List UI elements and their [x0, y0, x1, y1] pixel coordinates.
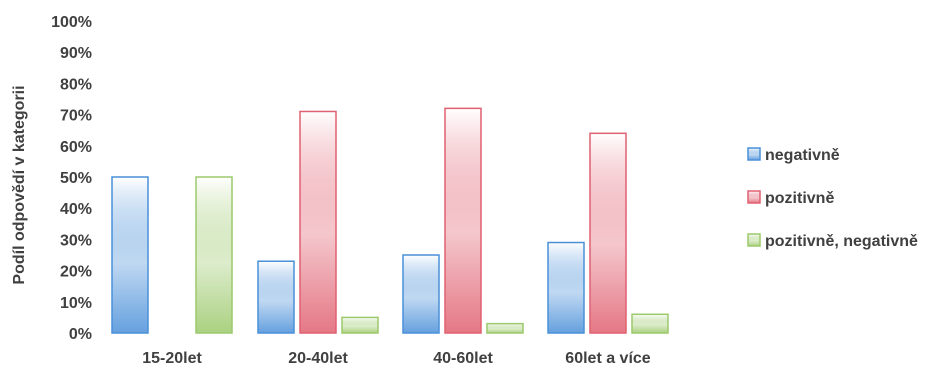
y-tick-label: 80% [60, 76, 92, 93]
legend-label: negativně [765, 147, 840, 164]
y-tick-label: 90% [60, 45, 92, 62]
bar-2-4 [589, 132, 627, 334]
legend-label: pozitivně, negativně [765, 233, 918, 250]
bars [111, 107, 669, 334]
y-tick-label: 40% [60, 201, 92, 218]
bar-3-2 [341, 316, 379, 334]
y-tick-label: 50% [60, 170, 92, 187]
x-tick-label: 20-40let [288, 350, 348, 367]
bar-2-2 [299, 110, 337, 334]
y-axis-title: Podíl odpovědí v kategorii [11, 85, 28, 284]
x-tick-label: 15-20let [142, 350, 202, 367]
y-tick-label: 10% [60, 295, 92, 312]
y-tick-label: 60% [60, 139, 92, 156]
legend: negativně pozitivně pozitivně, negativně [747, 147, 918, 250]
y-tick-label: 0% [69, 326, 92, 343]
bar-2-3 [444, 107, 482, 334]
legend-swatch [747, 233, 761, 247]
y-tick-labels: 0% 10% 20% 30% 40% 50% 60% 70% 80% 90% 100% [51, 14, 92, 343]
y-tick-label: 20% [60, 264, 92, 281]
legend-swatch [747, 190, 761, 204]
x-tick-label: 40-60let [433, 350, 493, 367]
bar-3-1 [195, 176, 233, 334]
bar-1-2 [257, 260, 295, 334]
bar-1-1 [111, 176, 149, 334]
x-tick-labels: 15-20let 20-40let 40-60let 60let a více [142, 350, 651, 367]
bar-3-4 [631, 313, 669, 334]
bar-1-3 [402, 254, 440, 334]
bar-3-3 [486, 322, 524, 334]
y-tick-label: 70% [60, 108, 92, 125]
bar-1-4 [547, 241, 585, 334]
y-tick-label: 30% [60, 232, 92, 249]
y-tick-label: 100% [51, 14, 92, 31]
x-tick-label: 60let a více [565, 350, 651, 367]
legend-label: pozitivně [765, 190, 834, 207]
legend-swatch [747, 147, 761, 161]
